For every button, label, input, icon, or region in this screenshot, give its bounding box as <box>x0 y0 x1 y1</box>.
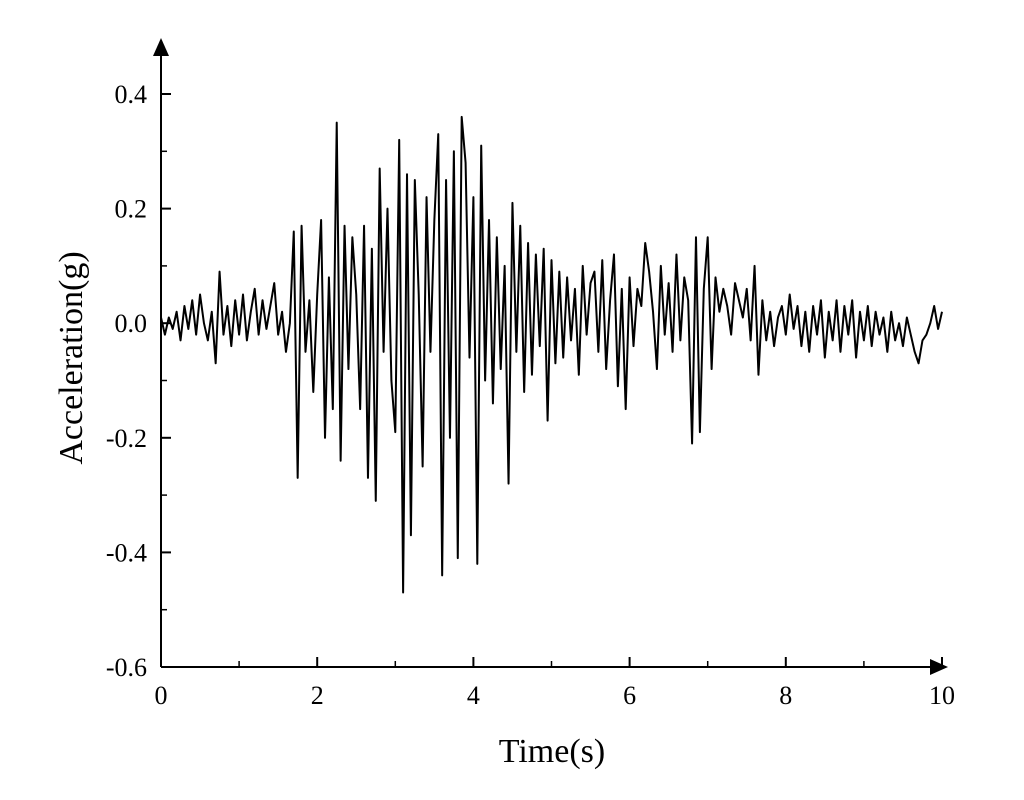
x-tick-label: 10 <box>929 681 955 710</box>
x-tick-label: 8 <box>779 681 792 710</box>
x-axis-label: Time(s) <box>499 733 605 770</box>
x-tick-label: 4 <box>467 681 480 710</box>
x-tick-label: 0 <box>155 681 168 710</box>
x-axis-arrow <box>930 659 948 675</box>
x-tick-label: 2 <box>311 681 324 710</box>
y-tick-label: -0.2 <box>106 424 147 453</box>
y-tick-label: -0.4 <box>106 538 147 567</box>
x-tick-label: 6 <box>623 681 636 710</box>
y-tick-label: 0.4 <box>115 80 148 109</box>
y-tick-label: -0.6 <box>106 653 147 682</box>
y-axis-arrow <box>153 38 169 56</box>
y-tick-label: 0.0 <box>115 309 148 338</box>
y-axis-label: Acceleration(g) <box>53 251 90 464</box>
y-tick-label: 0.2 <box>115 195 148 224</box>
signal-line <box>160 115 943 594</box>
